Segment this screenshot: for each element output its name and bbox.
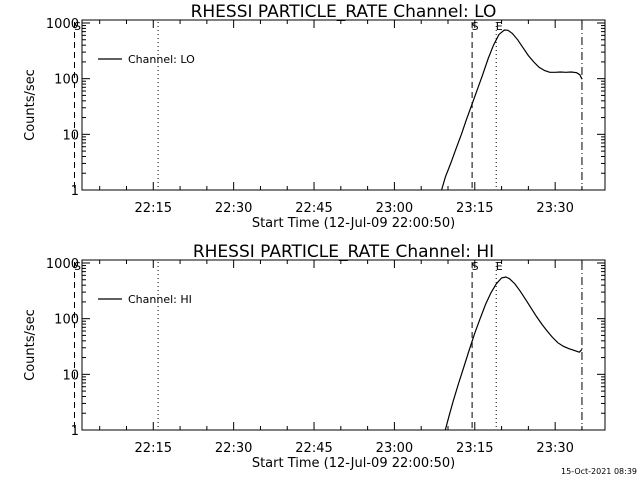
plot-frame [81,259,606,431]
y-axis-label: Counts/sec [23,69,38,141]
x-tick-label: 22:15 [135,201,172,216]
x-tick-label: 23:15 [456,201,493,216]
event-marker-label: E [496,20,503,33]
y-tick-label: 1000 [46,257,79,272]
x-tick-label: 23:00 [376,441,413,456]
y-tick-label: 1 [71,184,79,199]
legend-label: Channel: LO [128,53,195,66]
legend-label: Channel: HI [128,293,192,306]
y-tick-label: 100 [54,73,79,88]
x-tick-label: 23:15 [456,441,493,456]
x-tick-label: 23:00 [376,201,413,216]
x-tick-label: 23:30 [536,201,573,216]
y-tick-label: 100 [54,313,79,328]
event-marker-label: S [472,20,479,33]
x-tick-label: 22:15 [135,441,172,456]
y-axis-label: Counts/sec [23,309,38,381]
x-tick-label: 22:45 [295,441,332,456]
hi-channel-plot: RHESSI PARTICLE_RATE Channel: HI 1 10 100 10… [23,242,606,471]
event-marker-label: S [472,260,479,273]
event-marker-label: S [74,20,81,33]
x-axis-label: Start Time (12-Jul-09 22:00:50) [252,216,455,231]
x-axis-label: Start Time (12-Jul-09 22:00:50) [252,456,455,471]
footer-timestamp: 15-Oct-2021 08:39 [561,467,637,476]
x-tick-label: 23:30 [536,441,573,456]
lo-channel-plot: RHESSI PARTICLE_RATE Channel: LO 1 10 100 10… [23,2,606,231]
y-tick-label: 1000 [46,17,79,32]
event-marker-label: E [496,260,503,273]
x-tick-label: 22:30 [215,201,252,216]
y-tick-label: 1 [71,424,79,439]
x-tick-label: 22:30 [215,441,252,456]
y-tick-label: 10 [62,128,79,143]
series-line [441,29,583,191]
series-line [444,276,583,431]
plot-frame [81,19,606,191]
chart-title: RHESSI PARTICLE_RATE Channel: LO [191,2,497,22]
y-tick-label: 10 [62,368,79,383]
x-tick-label: 22:45 [295,201,332,216]
event-marker-label: S [74,260,81,273]
chart-title: RHESSI PARTICLE_RATE Channel: HI [193,242,494,262]
